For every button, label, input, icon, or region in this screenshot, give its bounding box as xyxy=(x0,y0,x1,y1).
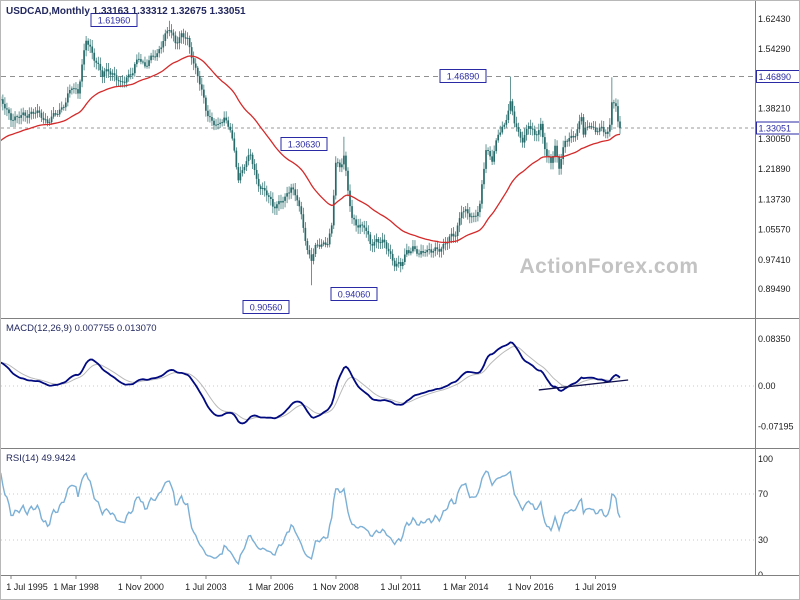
price-annotation-text: 1.30630 xyxy=(288,140,321,150)
candle-bodies xyxy=(1,29,621,267)
price-axis-label: 1.62430 xyxy=(758,14,791,24)
macd-signal-line xyxy=(1,345,621,421)
macd-axis-label: 0.00 xyxy=(758,381,776,391)
axis-price-box-text: 1.33051 xyxy=(759,123,792,133)
time-axis-label: 1 Jul 2003 xyxy=(185,582,227,592)
price-annotation-box: 0.90560 xyxy=(242,300,290,314)
time-axis-label: 1 Nov 2000 xyxy=(118,582,164,592)
axis-price-box: 1.46890 xyxy=(756,70,799,84)
time-axis-label: 1 Jul 2011 xyxy=(380,582,421,592)
time-axis-label: 1 Jul 1995 xyxy=(6,582,48,592)
price-annotations: 1.61960 1.46890 1.30630 0.90560 0.94060 xyxy=(90,13,487,314)
rsi-panel[interactable]: 100 70 30 0 RSI(14) 49.9424 xyxy=(1,449,800,576)
time-axis-label: 1 Mar 2014 xyxy=(443,582,489,592)
price-axis-label: 0.89490 xyxy=(758,284,791,294)
price-annotation-box: 1.46890 xyxy=(439,69,487,83)
price-annotation-frame xyxy=(90,13,138,27)
price-axis-label: 1.30050 xyxy=(758,134,791,144)
macd-title: MACD(12,26,9) 0.007755 0.013070 xyxy=(6,323,157,334)
price-annotation-frame xyxy=(242,300,290,314)
macd-trendline xyxy=(538,379,629,391)
chart-title-ohlc: USDCAD,Monthly 1.33163 1.33312 1.32675 1… xyxy=(6,6,246,17)
price-annotation-text: 0.90560 xyxy=(250,303,283,313)
candlestick-series xyxy=(1,20,621,286)
price-axis-label: 1.54290 xyxy=(758,44,791,54)
price-annotation-frame xyxy=(330,287,378,301)
rsi-axis: 100 70 30 0 xyxy=(1,449,799,576)
price-annotation-frame xyxy=(280,137,328,151)
rsi-axis-label: 0 xyxy=(758,570,763,576)
price-chart-panel[interactable]: ActionForex.com 1.61960 1.46890 1.30630 0.9… xyxy=(1,1,800,319)
macd-series xyxy=(1,341,629,425)
rsi-grid xyxy=(1,493,755,541)
watermark: ActionForex.com xyxy=(519,255,698,278)
price-axis-label: 1.05570 xyxy=(758,225,791,235)
time-axis-label: 1 Jul 2019 xyxy=(575,582,617,592)
time-axis-label: 1 Nov 2008 xyxy=(313,582,359,592)
price-axis-label: 0.97410 xyxy=(758,255,791,265)
rsi-axis-label: 30 xyxy=(758,535,768,545)
axis-price-box-frame xyxy=(756,121,799,135)
rsi-title: RSI(14) 49.9424 xyxy=(6,453,76,464)
price-annotation-box: 0.94060 xyxy=(330,287,378,301)
price-axis-label: 1.21890 xyxy=(758,164,791,174)
price-axis: 1.62430 1.54290 1.38210 1.30050 1.21890 1.137… xyxy=(1,1,799,319)
macd-axis-label: -0.07195 xyxy=(758,422,794,432)
axis-price-box: 1.33051 xyxy=(756,121,799,135)
ma-line xyxy=(1,55,621,244)
price-annotation-box: 1.61960 xyxy=(90,13,138,27)
rsi-axis-label: 70 xyxy=(758,489,768,499)
rsi-axis-label: 100 xyxy=(758,454,773,464)
macd-line xyxy=(1,341,621,425)
time-axis-label: 1 Mar 1998 xyxy=(53,582,99,592)
macd-axis: 0.08350 0.00 -0.07195 xyxy=(1,319,799,449)
axis-price-box-frame xyxy=(756,70,799,84)
time-axis-label: 1 Mar 2006 xyxy=(248,582,294,592)
time-axis[interactable]: 1 Jul 1995 1 Mar 1998 1 Nov 2000 1 Jul 2003… xyxy=(1,576,800,600)
price-annotation-text: 1.46890 xyxy=(447,72,480,82)
price-annotation-text: 1.61960 xyxy=(98,16,131,26)
macd-panel[interactable]: 0.08350 0.00 -0.07195 MACD(12,26,9) 0.0077… xyxy=(1,319,800,449)
price-axis-label: 1.13730 xyxy=(758,194,791,204)
price-level-lines xyxy=(1,76,755,129)
macd-axis-label: 0.08350 xyxy=(758,334,791,344)
axis-price-box-text: 1.46890 xyxy=(759,72,792,82)
price-annotation-box: 1.30630 xyxy=(280,137,328,151)
time-axis-labels: 1 Jul 1995 1 Mar 1998 1 Nov 2000 1 Jul 2003… xyxy=(6,576,616,592)
rsi-line xyxy=(1,470,621,566)
rsi-series xyxy=(1,470,621,566)
price-axis-label: 1.38210 xyxy=(758,104,791,114)
time-axis-label: 1 Nov 2016 xyxy=(508,582,554,592)
price-annotation-text: 0.94060 xyxy=(338,290,371,300)
moving-average-series xyxy=(1,55,621,244)
price-annotation-frame xyxy=(439,69,487,83)
